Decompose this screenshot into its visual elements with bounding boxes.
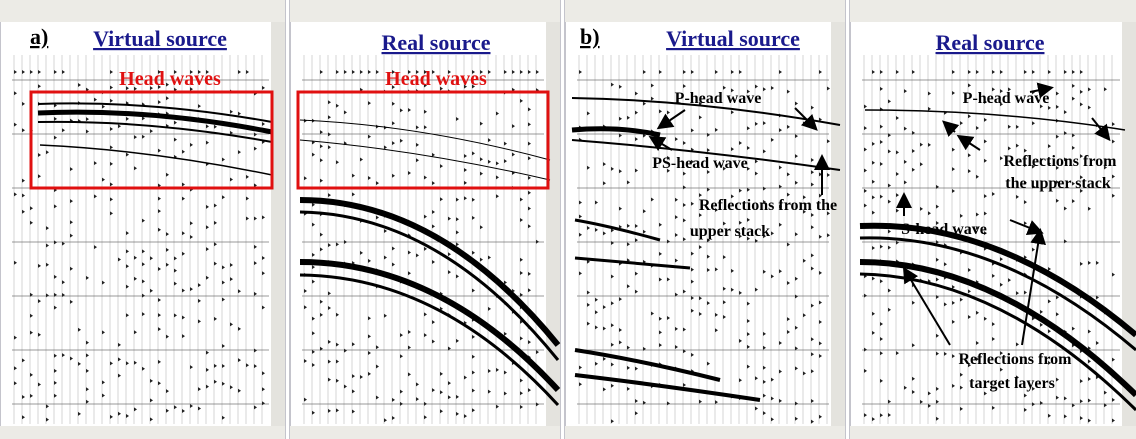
panel-header [565,0,845,22]
annotation: Reflections from [959,351,1073,368]
side-strip [546,22,560,426]
panel-header [290,0,560,22]
annotation: Head waves [119,68,221,90]
panel [290,0,560,439]
annotation: Reflections from the [699,197,837,214]
panel-title: Virtual source [666,26,800,51]
annotation: Head waves [385,68,487,90]
panel [850,0,1136,439]
annotation: upper stack [690,223,770,240]
side-strip [271,22,285,426]
panel-label: a) [30,24,48,49]
panel-footer [290,426,560,439]
panel-footer [565,426,845,439]
annotation: P-head wave [675,90,762,107]
panel-title: Real source [382,30,491,55]
annotation: S-head wave [901,221,987,238]
panels-background [0,0,1136,439]
panel-title: Virtual source [93,26,227,51]
panel-footer [0,426,285,439]
panel-footer [850,426,1136,439]
panel-header [0,0,285,22]
annotation: P-head wave [963,90,1050,107]
annotation: target layers [969,375,1055,392]
panel-header [850,0,1136,22]
annotation: the upper stack [1005,175,1111,192]
panel-title: Real source [936,30,1045,55]
side-strip [1122,22,1136,426]
panel-label: b) [580,24,600,49]
side-strip [831,22,845,426]
annotation: Reflections from [1004,153,1118,170]
figure: a) Virtual source Head waves Real source… [0,0,1136,439]
annotation: PS-head wave [652,155,748,172]
